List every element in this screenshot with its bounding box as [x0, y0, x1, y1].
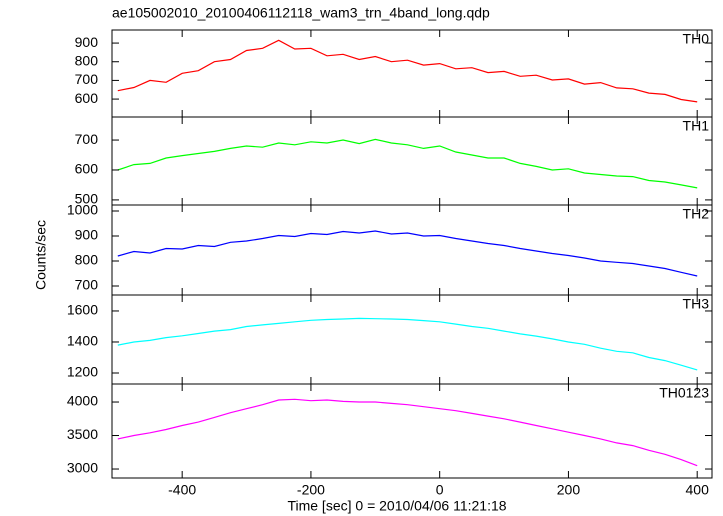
light-curve [117, 317, 698, 371]
light-curve [117, 39, 698, 103]
light-curve [117, 230, 698, 277]
light-curve [117, 398, 698, 467]
y-tick-label: 900 [75, 34, 99, 50]
y-tick-label: 600 [75, 161, 99, 177]
y-tick-label: 700 [75, 277, 99, 293]
y-axis-label: Counts/sec [33, 220, 49, 290]
y-tick-label: 800 [75, 52, 99, 68]
panel-frame [111, 204, 713, 296]
legend-label: TH2 [683, 206, 710, 222]
light-curve [117, 138, 698, 189]
y-tick-label: 700 [75, 71, 99, 87]
panel-frame [111, 116, 713, 206]
legend-label: TH1 [683, 118, 710, 134]
panel-frame [111, 29, 713, 118]
legend-label: TH3 [683, 296, 710, 312]
panel-frame [111, 383, 713, 479]
y-tick-label: 4000 [67, 393, 98, 409]
y-tick-label: 1400 [67, 333, 98, 349]
y-tick-label: 900 [75, 227, 99, 243]
y-tick-label: 1600 [67, 302, 98, 318]
x-tick-label: 400 [686, 482, 710, 498]
y-tick-label: 600 [75, 90, 99, 106]
x-tick-label: -400 [168, 482, 196, 498]
legend-label: TH0 [683, 31, 710, 47]
chart-title: ae105002010_20100406112118_wam3_trn_4ban… [112, 5, 490, 21]
y-tick-label: 700 [75, 131, 99, 147]
y-tick-label: 3000 [67, 460, 98, 476]
x-tick-label: -200 [297, 482, 325, 498]
x-tick-label: 0 [436, 482, 444, 498]
y-tick-label: 3500 [67, 426, 98, 442]
panel-frame [111, 294, 713, 385]
y-tick-label: 500 [75, 191, 99, 207]
y-tick-label: 1200 [67, 364, 98, 380]
x-tick-label: 200 [557, 482, 581, 498]
y-tick-label: 1000 [67, 202, 98, 218]
x-axis-label: Time [sec] 0 = 2010/04/06 11:21:18 [287, 498, 506, 514]
y-tick-label: 800 [75, 252, 99, 268]
legend-label: TH0123 [659, 385, 709, 401]
